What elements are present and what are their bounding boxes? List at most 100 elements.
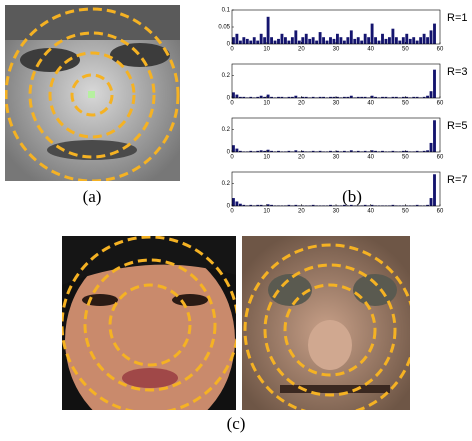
- x-tick-label: 40: [367, 101, 374, 107]
- y-tick-label: 0.2: [222, 127, 231, 133]
- y-tick-label: 0.1: [222, 8, 231, 14]
- y-tick-label: 0.2: [222, 181, 231, 187]
- bar: [232, 198, 235, 206]
- x-tick-label: 20: [298, 47, 305, 53]
- bar: [430, 198, 433, 206]
- radius-label: R=3: [447, 66, 468, 78]
- bar: [353, 39, 356, 44]
- bar: [374, 37, 377, 44]
- bar: [433, 174, 436, 206]
- bar: [371, 24, 374, 44]
- caption: (c): [227, 414, 246, 433]
- x-tick-label: 10: [263, 101, 270, 107]
- bar: [239, 204, 242, 206]
- bar: [312, 37, 315, 44]
- bar: [343, 41, 346, 44]
- bar: [367, 37, 370, 44]
- figure: (a) (b) (c) 0 10 20 30 40 50 60 0 0.05 0.1 R=1 0 10 2…: [0, 0, 472, 436]
- bar: [305, 34, 308, 44]
- bar: [357, 37, 360, 44]
- bar: [301, 37, 304, 44]
- bar: [433, 120, 436, 152]
- bar: [346, 37, 349, 44]
- bar: [291, 37, 294, 44]
- bar: [284, 37, 287, 44]
- x-tick-label: 20: [298, 209, 305, 215]
- x-tick-label: 40: [367, 209, 374, 215]
- bar: [430, 143, 433, 152]
- axes-frame: [232, 64, 440, 98]
- bar: [398, 41, 401, 44]
- bar: [423, 34, 426, 44]
- x-tick-label: 30: [333, 101, 340, 107]
- x-tick-label: 0: [230, 101, 234, 107]
- bar: [308, 39, 311, 44]
- x-tick-label: 20: [298, 101, 305, 107]
- x-tick-label: 60: [437, 209, 444, 215]
- x-tick-label: 30: [333, 209, 340, 215]
- bar: [430, 91, 433, 98]
- bar: [426, 96, 429, 98]
- bar: [263, 37, 266, 44]
- x-tick-label: 10: [263, 47, 270, 53]
- bar: [294, 30, 297, 44]
- bar: [249, 41, 252, 44]
- bar: [260, 96, 263, 98]
- bar: [326, 41, 329, 44]
- bar: [277, 39, 280, 44]
- bar: [371, 96, 374, 98]
- bar: [281, 34, 284, 44]
- bar: [402, 37, 405, 44]
- axes-frame: [232, 118, 440, 152]
- bar: [242, 37, 245, 44]
- bar: [381, 34, 384, 44]
- x-tick-label: 30: [333, 47, 340, 53]
- bar: [322, 37, 325, 44]
- bar: [388, 37, 391, 44]
- x-tick-label: 10: [263, 155, 270, 161]
- bar: [433, 24, 436, 44]
- x-tick-label: 50: [402, 209, 409, 215]
- bar: [412, 37, 415, 44]
- bar: [378, 41, 381, 44]
- bar: [409, 39, 412, 44]
- y-tick-label: 0.05: [218, 25, 230, 31]
- bar: [260, 34, 263, 44]
- x-tick-label: 50: [402, 101, 409, 107]
- x-tick-label: 50: [402, 155, 409, 161]
- bar: [419, 37, 422, 44]
- bar: [298, 41, 301, 44]
- image-c-right: [242, 236, 415, 415]
- x-tick-label: 0: [230, 155, 234, 161]
- image-c-left: [62, 236, 238, 435]
- bar: [274, 41, 277, 44]
- x-tick-label: 60: [437, 47, 444, 53]
- bar: [235, 201, 238, 206]
- bar: [333, 39, 336, 44]
- bar: [350, 30, 353, 44]
- bar: [391, 29, 394, 44]
- bar: [433, 70, 436, 98]
- x-tick-label: 60: [437, 155, 444, 161]
- bar: [270, 37, 273, 44]
- bar: [315, 41, 318, 44]
- radius-label: R=1: [447, 12, 468, 24]
- x-tick-label: 0: [230, 209, 234, 215]
- x-tick-label: 30: [333, 155, 340, 161]
- x-tick-label: 0: [230, 47, 234, 53]
- bar: [267, 150, 270, 152]
- caption: (a): [83, 187, 102, 206]
- bar: [360, 41, 363, 44]
- x-tick-label: 40: [367, 155, 374, 161]
- radius-label: R=5: [447, 120, 468, 132]
- bar: [416, 41, 419, 44]
- x-tick-label: 20: [298, 155, 305, 161]
- bar: [267, 17, 270, 44]
- bar: [405, 34, 408, 44]
- bar: [232, 37, 235, 44]
- x-tick-label: 40: [367, 47, 374, 53]
- caption: (b): [342, 187, 362, 206]
- bar: [235, 149, 238, 152]
- bar: [232, 92, 235, 98]
- bar: [329, 37, 332, 44]
